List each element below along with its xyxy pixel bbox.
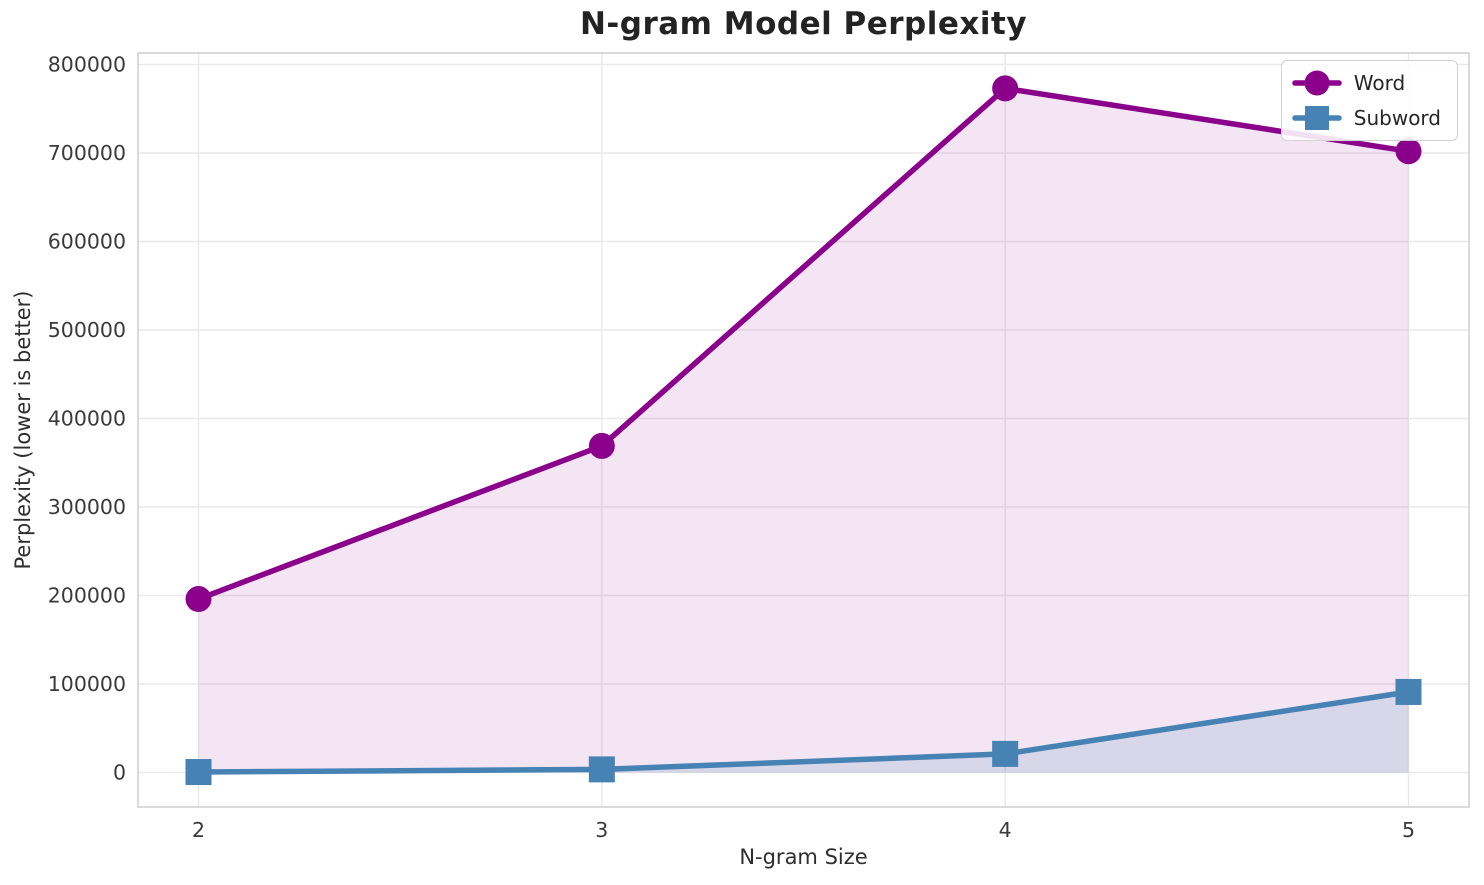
y-tick-label: 300000	[48, 495, 126, 519]
plot-border	[137, 52, 1470, 808]
y-tick-label: 400000	[48, 406, 126, 430]
word-data-point	[588, 432, 615, 459]
word-line	[195, 85, 1412, 602]
y-tick-label: 0	[113, 760, 126, 784]
legend: Word Subword	[1280, 60, 1458, 141]
y-tick-label: 200000	[48, 583, 126, 607]
word-data-point	[185, 586, 212, 613]
subword-data-point	[1395, 678, 1422, 705]
x-axis-label: N-gram Size	[739, 845, 868, 869]
y-tick-label: 500000	[48, 318, 126, 342]
y-tick-label: 100000	[48, 672, 126, 696]
y-tick-label: 800000	[48, 53, 126, 77]
x-tick-label: 4	[999, 818, 1012, 842]
word-area-fill	[198, 88, 1409, 773]
y-tick-label: 700000	[48, 141, 126, 165]
legend-label-subword: Subword	[1353, 106, 1441, 130]
legend-item-subword: Subword	[1292, 103, 1441, 133]
legend-item-word: Word	[1292, 68, 1441, 98]
subword-legend-marker-icon	[1292, 106, 1342, 130]
y-axis-label: Perplexity (lower is better)	[11, 290, 35, 570]
subword-data-point	[185, 759, 212, 786]
x-tick-label: 2	[192, 818, 205, 842]
x-tick-label: 3	[595, 818, 608, 842]
word-legend-marker-icon	[1292, 70, 1342, 96]
chart-title: N-gram Model Perplexity	[579, 6, 1028, 42]
x-tick-label: 5	[1402, 818, 1415, 842]
word-data-point	[992, 75, 1019, 102]
subword-area-fill	[198, 691, 1409, 773]
word-data-point	[1395, 138, 1422, 165]
legend-label-word: Word	[1353, 71, 1406, 95]
subword-line	[195, 689, 1412, 775]
subword-data-point	[992, 740, 1019, 767]
subword-data-point	[588, 756, 615, 783]
y-tick-label: 600000	[48, 230, 126, 254]
